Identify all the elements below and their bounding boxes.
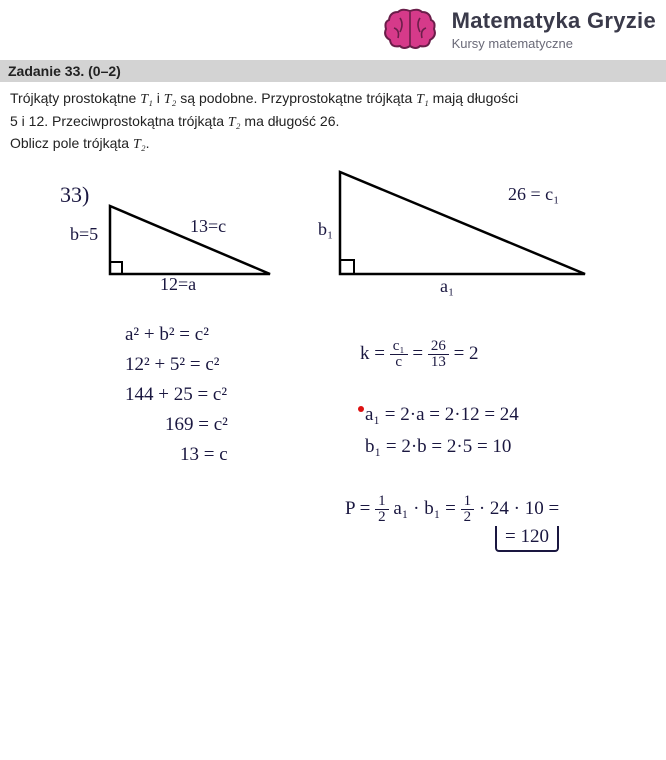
txt: c	[392, 355, 405, 370]
txt: 5 i 12. Przeciwprostokątna trójkąta	[10, 113, 228, 129]
txt: = 2	[454, 343, 479, 364]
sym-t2: T₂	[133, 137, 146, 152]
txt: ma długość 26.	[241, 113, 340, 129]
frac-c1c: c₁ c	[390, 339, 408, 370]
txt: są podobne. Przyprostokątne trójkąta	[176, 90, 416, 106]
txt: 1	[461, 494, 475, 510]
answer-box: = 120	[495, 526, 559, 552]
frac-2613: 26 13	[428, 339, 449, 370]
txt: 2	[375, 510, 389, 525]
task-body: Trójkąty prostokątne T₁ i T₂ są podobne.…	[0, 82, 666, 156]
txt: 2	[461, 510, 475, 525]
tri2-c: 26 = c₁	[508, 184, 559, 205]
tri1-b: b=5	[70, 224, 98, 245]
eq-13: 13 = c	[180, 444, 228, 466]
tri1-a: 12=a	[160, 274, 196, 295]
txt: =	[412, 343, 423, 364]
eq-sub: 12² + 5² = c²	[125, 354, 219, 376]
eq-answer: = 120	[495, 526, 559, 552]
task-line-3: Oblicz pole trójkąta T₂.	[10, 133, 656, 156]
txt: a₁ · b₁ =	[393, 498, 455, 519]
sym-t1: T₁	[140, 92, 153, 107]
frac-half-2: 1 2	[461, 494, 475, 525]
txt: .	[146, 135, 150, 151]
txt: 26	[428, 339, 449, 355]
eq-sum: 144 + 25 = c²	[125, 384, 227, 406]
brain-icon	[380, 6, 440, 52]
eq-k: k = c₁ c = 26 13 = 2	[360, 339, 479, 370]
eq-area: P = 1 2 a₁ · b₁ = 1 2 · 24 · 10 =	[345, 494, 559, 525]
txt: c₁	[390, 339, 408, 355]
txt: 1	[375, 494, 389, 510]
brand-text: Matematyka Gryzie Kursy matematyczne	[452, 8, 656, 51]
task-heading: Zadanie 33. (0–2)	[0, 60, 666, 82]
eq-b1: b₁ = 2·b = 2·5 = 10	[365, 436, 511, 458]
handwritten-work: 33) b=5 13=c 12=a b₁ 26 = c₁ a₁ a² + b² …	[0, 174, 666, 734]
sym-t1: T₁	[416, 92, 429, 107]
tri1-c: 13=c	[190, 216, 226, 237]
eq-169: 169 = c²	[165, 414, 228, 436]
triangle-2	[330, 164, 600, 294]
task-line-1: Trójkąty prostokątne T₁ i T₂ są podobne.…	[10, 88, 656, 111]
txt: Oblicz pole trójkąta	[10, 135, 133, 151]
txt: i	[153, 90, 164, 106]
sym-t2: T₂	[228, 115, 241, 130]
txt: Trójkąty prostokątne	[10, 90, 140, 106]
task-line-2: 5 i 12. Przeciwprostokątna trójkąta T₂ m…	[10, 111, 656, 134]
tri2-a: a₁	[440, 276, 454, 297]
brand-header: Matematyka Gryzie Kursy matematyczne	[0, 0, 666, 56]
eq-pyth: a² + b² = c²	[125, 324, 209, 346]
txt: · 24 · 10 =	[479, 498, 559, 519]
red-dot	[358, 406, 364, 412]
txt: P =	[345, 498, 370, 519]
txt: mają długości	[429, 90, 519, 106]
txt: k =	[360, 343, 385, 364]
brand-title: Matematyka Gryzie	[452, 8, 656, 34]
txt: 13	[428, 355, 449, 370]
eq-a1: a₁ = 2·a = 2·12 = 24	[365, 404, 519, 426]
sym-t2: T₂	[164, 92, 177, 107]
frac-half-1: 1 2	[375, 494, 389, 525]
brand-subtitle: Kursy matematyczne	[452, 36, 656, 51]
problem-number: 33)	[60, 182, 89, 208]
tri2-b: b₁	[318, 219, 333, 240]
